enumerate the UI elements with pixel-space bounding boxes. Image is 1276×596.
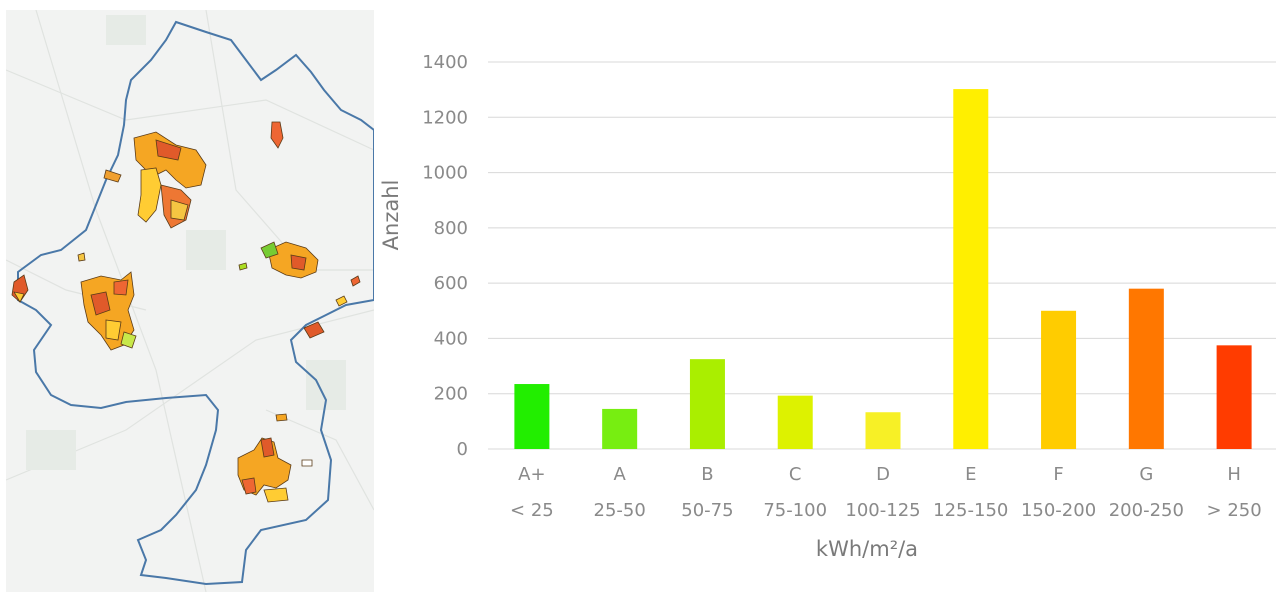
buildings-south xyxy=(237,413,313,503)
x-range-label: 125-150 xyxy=(933,500,1008,521)
bar-c xyxy=(777,395,813,449)
x-category-label: A xyxy=(614,464,627,485)
y-tick-label: 1200 xyxy=(422,107,468,128)
x-range-label: 75-100 xyxy=(763,500,827,521)
y-tick-label: 800 xyxy=(434,218,468,239)
x-range-label: < 25 xyxy=(510,500,554,521)
x-range-label: 100-125 xyxy=(845,500,920,521)
background-fields xyxy=(26,15,346,470)
bar-h xyxy=(1216,345,1252,449)
background-roads xyxy=(6,10,374,592)
y-tick-label: 1400 xyxy=(422,52,468,73)
y-tick-label: 200 xyxy=(434,384,468,405)
bar-b xyxy=(689,359,725,449)
municipality-map xyxy=(6,10,374,592)
x-category-label: E xyxy=(965,464,976,485)
y-tick-label: 1000 xyxy=(422,163,468,184)
buildings-west xyxy=(80,271,137,351)
bar-a-plus xyxy=(514,384,550,449)
x-range-label: 200-250 xyxy=(1109,500,1184,521)
chart-panel: 0 200 400 600 800 1000 1200 1400 A+ < 25 A 25-50 B 5… xyxy=(376,0,1276,592)
y-tick-labels: 0 200 400 600 800 1000 1200 1400 xyxy=(422,52,468,460)
bar-e xyxy=(953,89,989,449)
municipality-boundary xyxy=(17,20,374,586)
y-axis-title: Anzahl xyxy=(379,180,403,251)
x-range-label: > 250 xyxy=(1207,500,1262,521)
x-range-label: 50-75 xyxy=(681,500,733,521)
bar-f xyxy=(1041,310,1077,449)
buildings-east xyxy=(238,121,361,339)
x-category-label: C xyxy=(789,464,802,485)
bar-g xyxy=(1128,288,1164,449)
x-category-label: A+ xyxy=(518,464,545,485)
energy-class-bar-chart: 0 200 400 600 800 1000 1200 1400 A+ < 25 A 25-50 B 5… xyxy=(379,52,1276,561)
x-axis-title: kWh/m²/a xyxy=(816,537,918,561)
buildings-west-edge xyxy=(11,252,86,303)
x-tick-labels: A+ < 25 A 25-50 B 50-75 C 75-100 D 100-125 E 125-15… xyxy=(510,464,1262,521)
y-tick-label: 0 xyxy=(457,439,468,460)
y-tick-label: 400 xyxy=(434,328,468,349)
buildings-north xyxy=(103,131,207,229)
x-category-label: F xyxy=(1053,464,1063,485)
map-panel[interactable] xyxy=(6,10,374,592)
x-range-label: 25-50 xyxy=(594,500,646,521)
x-category-label: D xyxy=(876,464,890,485)
x-category-label: G xyxy=(1139,464,1153,485)
bars xyxy=(514,89,1252,449)
x-category-label: B xyxy=(701,464,713,485)
bar-d xyxy=(865,412,901,449)
y-tick-label: 600 xyxy=(434,273,468,294)
bar-a xyxy=(602,408,638,449)
x-category-label: H xyxy=(1227,464,1241,485)
x-range-label: 150-200 xyxy=(1021,500,1096,521)
